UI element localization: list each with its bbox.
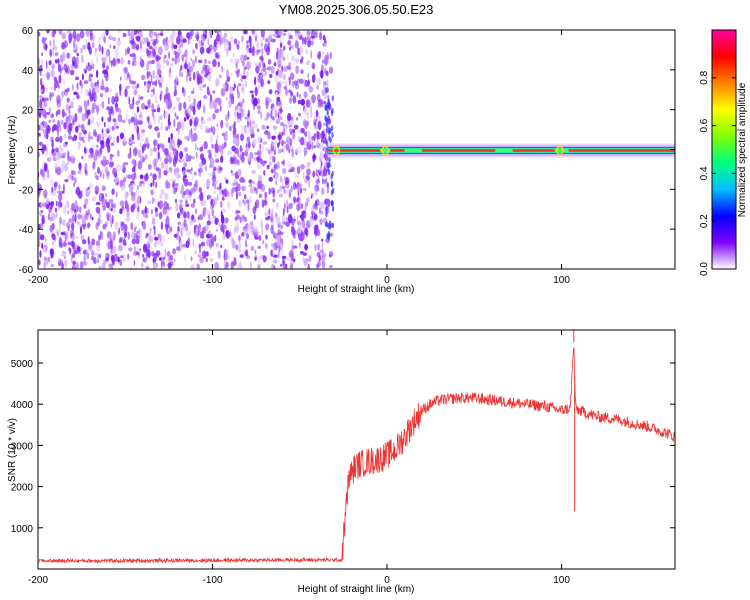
snr-x-axis-label: Height of straight line (km) xyxy=(298,584,415,595)
snr-y-tick-label: 2000 xyxy=(11,483,34,494)
spectrogram-x-tick-label: -200 xyxy=(28,275,48,286)
spectrogram-y-tick-label: -20 xyxy=(19,185,34,196)
page-title: YM08.2025.306.05.50.E23 xyxy=(278,2,434,17)
snr-plot-area xyxy=(38,330,675,569)
spectrogram-y-axis-label: Frequency (Hz) xyxy=(7,116,18,185)
snr-series-line xyxy=(38,347,675,564)
snr-y-tick-label: 1000 xyxy=(11,524,34,535)
snr-x-ticks: -200 -100 0 100 xyxy=(28,330,570,586)
spectrogram-y-tick-label: 40 xyxy=(22,66,34,77)
spectrogram-y-tick-label: 20 xyxy=(22,106,34,117)
spectrogram-y-ticks: 60 40 20 0 -20 -40 -60 xyxy=(19,26,675,276)
snr-panel: -200 -100 0 100 1000 2000 3000 4000 5000 Height… xyxy=(7,329,676,595)
spectrogram-x-tick-label: 0 xyxy=(384,275,390,286)
colorbar-ticks: 0.0 0.2 0.4 0.6 0.8 xyxy=(699,70,736,276)
spectrogram-x-axis-label: Height of straight line (km) xyxy=(298,284,415,295)
snr-x-tick-label: 100 xyxy=(553,575,570,586)
snr-x-tick-label: -100 xyxy=(203,575,223,586)
snr-y-axis-label: SNR (10 * v/v) xyxy=(7,418,18,482)
colorbar-tick-label: 0.4 xyxy=(699,166,710,180)
colorbar-gradient xyxy=(711,29,737,270)
colorbar-label: Normalized spectral amplitude xyxy=(737,82,748,217)
spectrogram-x-tick-label: -100 xyxy=(203,275,223,286)
snr-x-tick-label: 0 xyxy=(384,575,390,586)
snr-x-tick-label: -200 xyxy=(28,575,48,586)
spectrogram-y-tick-label: -40 xyxy=(19,225,34,236)
snr-spikes xyxy=(573,330,576,512)
snr-y-tick-label: 3000 xyxy=(11,441,34,452)
colorbar-tick-label: 0.2 xyxy=(699,214,710,228)
spectrogram-y-tick-label: 0 xyxy=(27,146,33,157)
spectrogram-noise-region xyxy=(38,30,335,269)
spectrogram-y-tick-label: -60 xyxy=(19,265,34,276)
colorbar-tick-label: 0.0 xyxy=(699,262,710,276)
spectrogram-x-tick-label: 100 xyxy=(553,275,570,286)
spectrogram-panel: -200 -100 0 100 60 40 20 0 -20 -40 -60 Height of … xyxy=(7,26,676,295)
spectrogram-y-tick-label: 60 xyxy=(22,26,34,37)
snr-y-ticks: 1000 2000 3000 4000 5000 xyxy=(11,359,675,535)
colorbar-tick-label: 0.6 xyxy=(699,118,710,132)
snr-y-tick-label: 4000 xyxy=(11,400,34,411)
colorbar: 0.0 0.2 0.4 0.6 0.8 Normalized spectral ampl… xyxy=(699,29,748,276)
colorbar-tick-label: 0.8 xyxy=(699,70,710,84)
snr-frame xyxy=(37,329,676,570)
snr-y-tick-label: 5000 xyxy=(11,359,34,370)
spectrogram-x-ticks: -200 -100 0 100 xyxy=(28,30,570,286)
spectrogram-signal-band xyxy=(327,143,675,158)
